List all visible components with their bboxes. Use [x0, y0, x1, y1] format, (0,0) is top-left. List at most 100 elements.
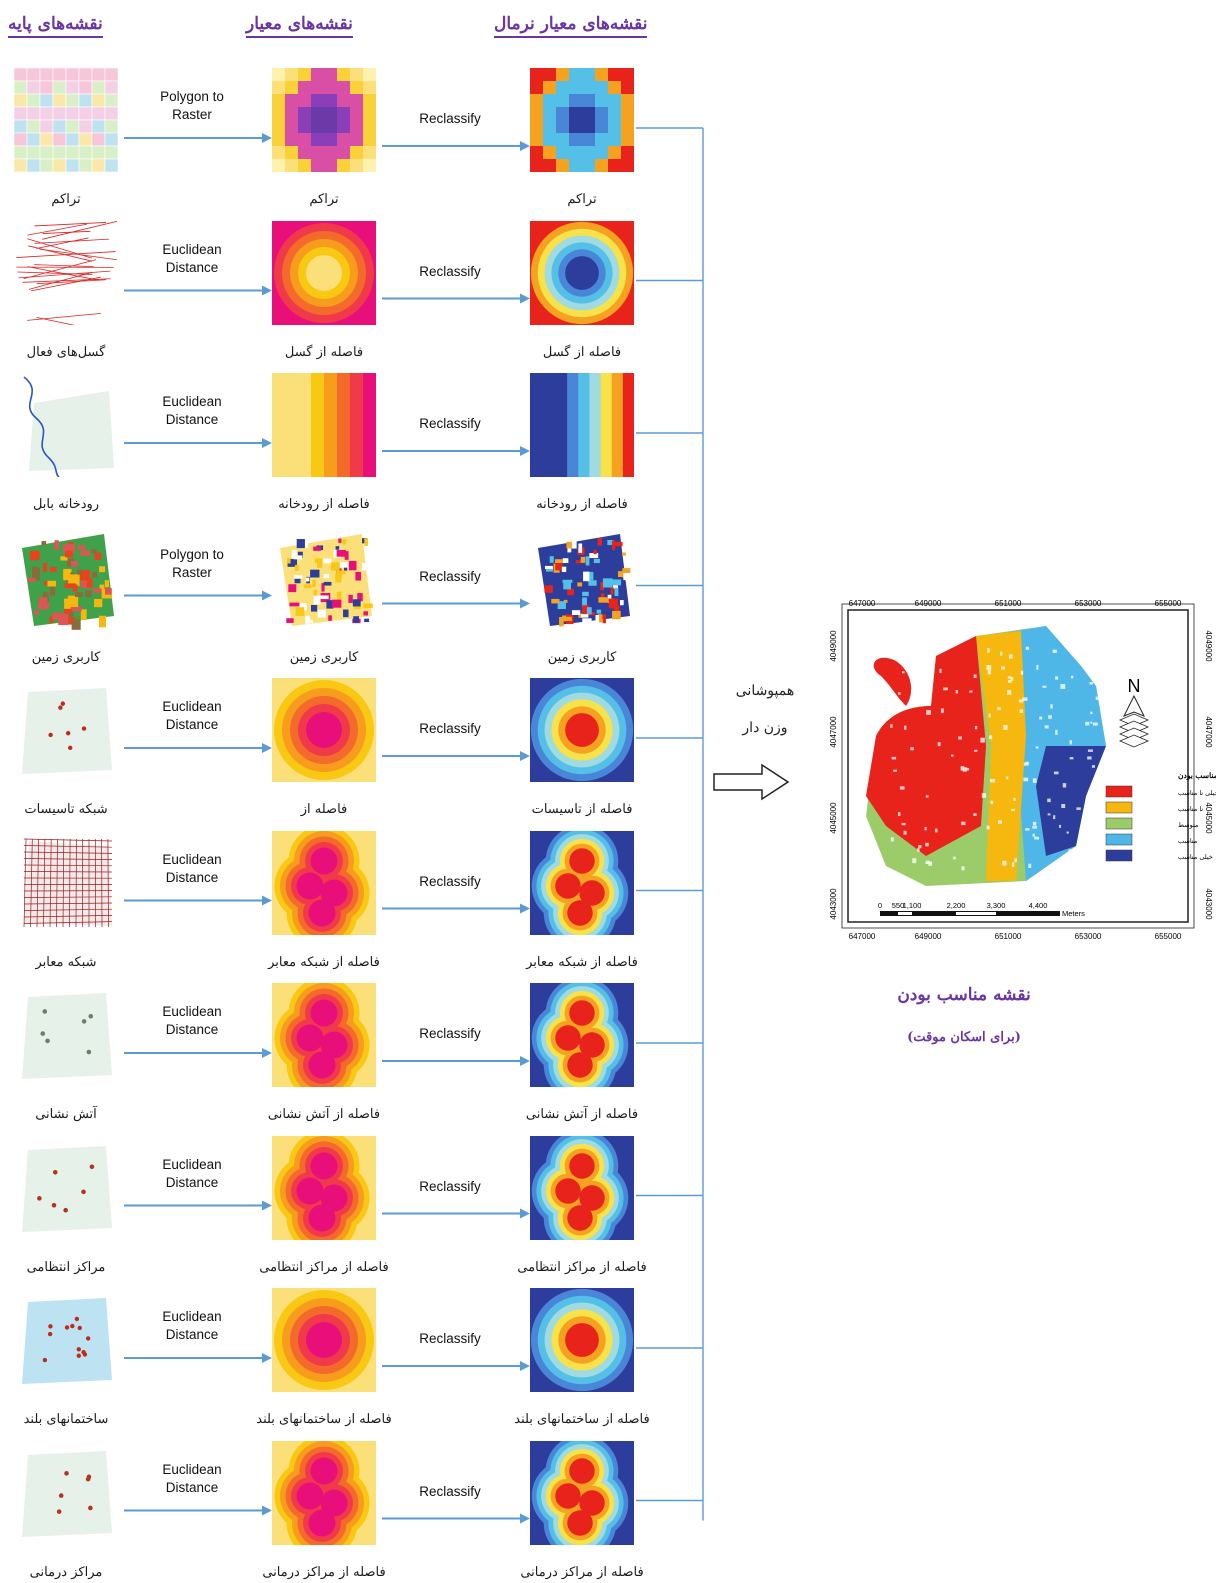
normal-map-caption: فاصله از مراکز درمانی — [507, 1565, 657, 1580]
flow-arrow — [124, 743, 272, 753]
operation-label: Euclidean Distance — [132, 1461, 252, 1497]
reclassify-label: Reclassify — [390, 568, 510, 586]
base-map-caption: شبکه تاسیسات — [0, 802, 141, 817]
x-tick-top: 655000 — [1155, 599, 1182, 608]
base-map-tile — [14, 221, 118, 325]
operation-label-line: Distance — [132, 259, 252, 277]
operation-label-line: Distance — [132, 716, 252, 734]
legend-swatch — [1106, 786, 1132, 797]
operation-label-line: Euclidean — [132, 241, 252, 259]
operation-label-line: Euclidean — [132, 1156, 252, 1174]
y-tick-left: 4045000 — [829, 802, 838, 834]
criteria-map-caption: تراکم — [249, 192, 399, 207]
scale-unit: Meters — [1062, 909, 1085, 918]
legend-label: خیلی مناسب — [1178, 853, 1213, 861]
scale-label: 3,300 — [987, 901, 1006, 910]
operation-label: Euclidean Distance — [132, 851, 252, 887]
flow-arrow — [382, 1056, 530, 1066]
criteria-map-tile — [272, 983, 376, 1087]
operation-label: Euclidean Distance — [132, 393, 252, 429]
legend-swatch — [1106, 802, 1132, 813]
x-tick-bottom: 655000 — [1155, 932, 1182, 941]
flow-arrow — [124, 896, 272, 906]
y-tick-left: 4047000 — [829, 716, 838, 748]
y-tick-left: 4049000 — [829, 630, 838, 662]
operation-label-line: Distance — [132, 1479, 252, 1497]
normal-map-caption: فاصله از تاسیسات — [507, 802, 657, 817]
normal-map-tile — [530, 983, 634, 1087]
flow-arrow — [124, 1353, 272, 1363]
y-tick-right: 4043000 — [1204, 888, 1213, 920]
criteria-map-tile — [272, 373, 376, 477]
normal-map-caption: کاربری زمین — [507, 650, 657, 665]
operation-label: Euclidean Distance — [132, 698, 252, 734]
normal-map-caption: فاصله از آتش نشانی — [507, 1107, 657, 1122]
base-map-tile — [14, 526, 118, 630]
normal-map-tile — [530, 678, 634, 782]
legend-label: نا مناسب — [1178, 805, 1203, 813]
normal-map-tile — [530, 373, 634, 477]
normal-map-caption: فاصله از رودخانه — [507, 497, 657, 512]
reclassify-label: Reclassify — [390, 873, 510, 891]
base-map-tile — [14, 1441, 118, 1545]
operation-label: Euclidean Distance — [132, 1003, 252, 1039]
normal-map-caption: فاصله از ساختمانهای بلند — [507, 1412, 657, 1427]
normal-map-caption: فاصله از گسل — [507, 345, 657, 360]
reclassify-label: Reclassify — [390, 1483, 510, 1501]
operation-label-line: Euclidean — [132, 1003, 252, 1021]
operation-label-line: Distance — [132, 1174, 252, 1192]
criteria-map-tile — [272, 1136, 376, 1240]
legend-swatch — [1106, 850, 1132, 861]
flow-arrow — [124, 286, 272, 296]
operation-label-line: Raster — [132, 106, 252, 124]
criteria-map-caption: فاصله از مراکز درمانی — [249, 1565, 399, 1580]
reclassify-label: Reclassify — [390, 720, 510, 738]
reclassify-label: Reclassify — [390, 1178, 510, 1196]
legend-swatch — [1106, 818, 1132, 829]
x-tick-top: 647000 — [849, 599, 876, 608]
criteria-map-caption: فاصله از شبکه معابر — [249, 955, 399, 970]
criteria-map-tile — [272, 221, 376, 325]
base-map-caption: مراکز درمانی — [0, 1565, 141, 1580]
base-map-caption: رودخانه بابل — [0, 497, 141, 512]
y-tick-right: 4047000 — [1204, 716, 1213, 748]
scale-label: 4,400 — [1029, 901, 1048, 910]
criteria-map-tile — [272, 1288, 376, 1392]
x-tick-bottom: 653000 — [1075, 932, 1102, 941]
criteria-map-tile — [272, 1441, 376, 1545]
operation-label-line: Polygon to — [132, 88, 252, 106]
x-tick-top: 649000 — [915, 599, 942, 608]
operation-label-line: Distance — [132, 1021, 252, 1039]
flow-arrow — [382, 1514, 530, 1524]
operation-label-line: Euclidean — [132, 698, 252, 716]
base-map-tile — [14, 983, 118, 1087]
y-tick-right: 4045000 — [1204, 802, 1213, 834]
operation-label-line: Polygon to — [132, 546, 252, 564]
operation-label-line: Euclidean — [132, 1308, 252, 1326]
operation-label-line: Euclidean — [132, 393, 252, 411]
flow-arrow — [382, 1209, 530, 1219]
x-tick-bottom: 649000 — [915, 932, 942, 941]
x-tick-top: 653000 — [1075, 599, 1102, 608]
base-map-caption: شبکه معابر — [0, 955, 141, 970]
criteria-map-caption: فاصله از گسل — [249, 345, 399, 360]
base-map-tile — [14, 678, 118, 782]
operation-label: Polygon to Raster — [132, 546, 252, 582]
operation-label-line: Distance — [132, 411, 252, 429]
criteria-map-caption: فاصله از — [249, 802, 399, 817]
base-map-tile — [14, 68, 118, 172]
reclassify-label: Reclassify — [390, 1025, 510, 1043]
final-map-title: نقشه مناسب بودن — [834, 985, 1094, 1005]
y-tick-left: 4043000 — [829, 888, 838, 920]
x-tick-top: 651000 — [995, 599, 1022, 608]
operation-label: Euclidean Distance — [132, 241, 252, 277]
criteria-map-caption: فاصله از رودخانه — [249, 497, 399, 512]
flow-arrow — [382, 446, 530, 456]
flow-arrow — [382, 599, 530, 609]
flow-arrow — [124, 1201, 272, 1211]
north-arrow-label: N — [1128, 676, 1141, 696]
normal-map-tile — [530, 221, 634, 325]
flow-arrow — [124, 1048, 272, 1058]
normal-map-tile — [530, 1441, 634, 1545]
